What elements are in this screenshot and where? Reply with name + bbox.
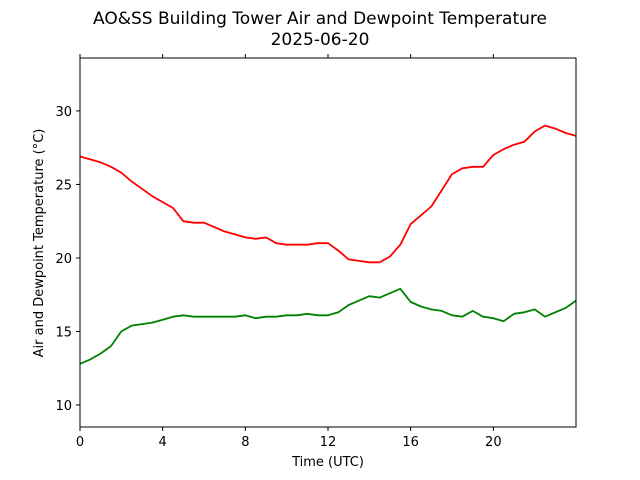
series-group xyxy=(79,124,577,365)
x-tick-label: 12 xyxy=(320,435,337,450)
air-temperature-line xyxy=(79,124,577,264)
y-tick-label: 30 xyxy=(55,105,72,120)
y-axis-label: Air and Dewpoint Temperature (°C) xyxy=(32,129,47,358)
ticks: 0 4 8 12 16 20 10 15 20 25 30 xyxy=(55,54,502,450)
y-tick-label: 25 xyxy=(55,178,72,193)
y-tick-label: 15 xyxy=(55,325,72,340)
y-tick-label: 10 xyxy=(55,399,72,414)
chart-subtitle: 2025-06-20 xyxy=(271,30,370,50)
x-tick-label: 20 xyxy=(485,435,502,450)
y-tick-label: 20 xyxy=(55,252,72,267)
dewpoint-temperature-line xyxy=(79,287,577,365)
chart-title: AO&SS Building Tower Air and Dewpoint Te… xyxy=(93,9,547,29)
plot-frame xyxy=(79,57,577,428)
x-tick-label: 4 xyxy=(159,435,167,450)
x-axis-label: Time (UTC) xyxy=(291,455,364,470)
x-tick-label: 16 xyxy=(402,435,419,450)
x-tick-label: 8 xyxy=(241,435,249,450)
x-tick-label: 0 xyxy=(76,435,84,450)
